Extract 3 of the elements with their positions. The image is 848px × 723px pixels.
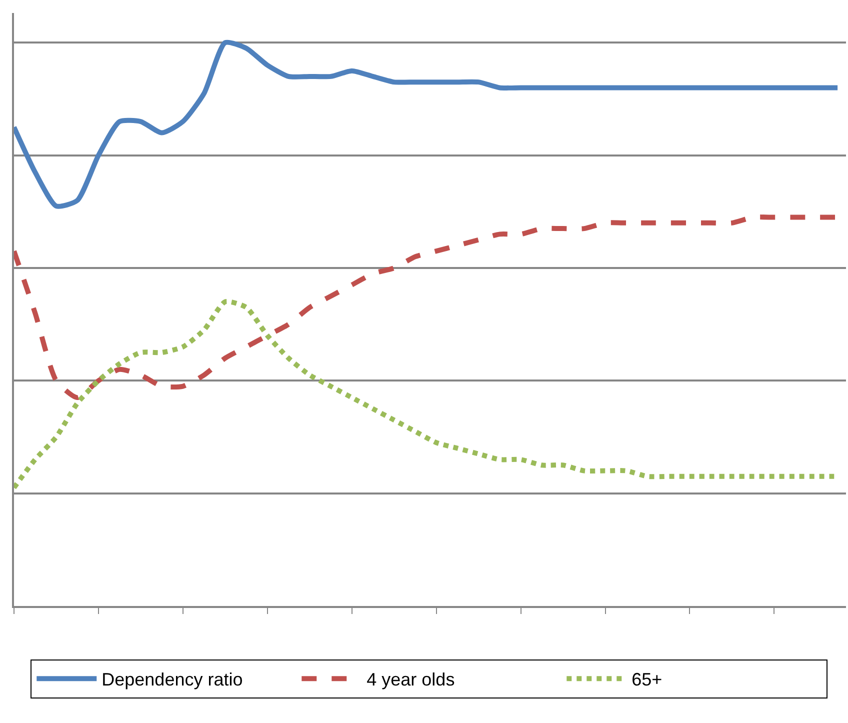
- legend-label: 65+: [632, 670, 662, 690]
- legend-label: Dependency ratio: [102, 670, 243, 690]
- legend-label: 4 year olds: [366, 670, 455, 690]
